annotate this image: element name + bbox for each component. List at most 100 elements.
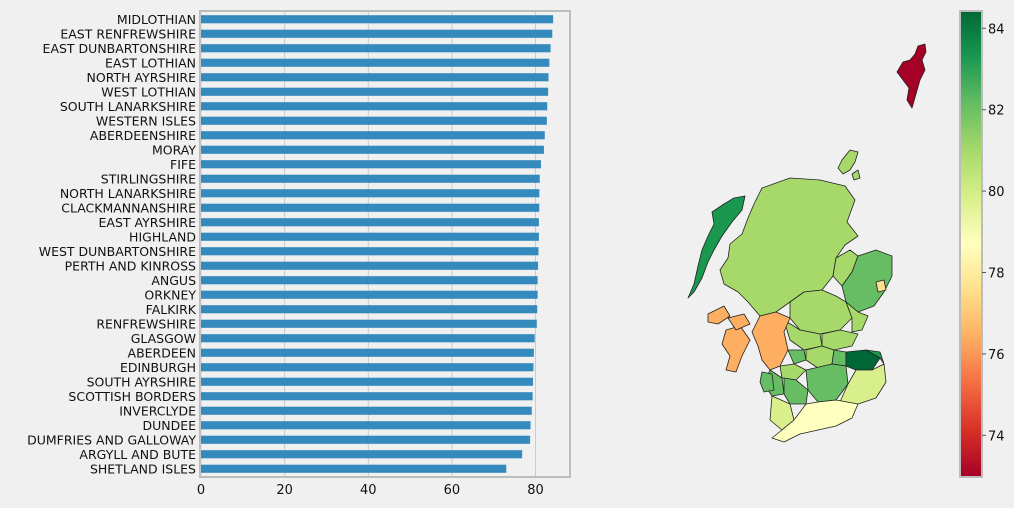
bar-category-label: SOUTH AYRSHIRE — [87, 374, 197, 389]
map-region-angus — [845, 301, 869, 333]
map-region-dumfries-and-galloway — [771, 399, 859, 443]
bar — [201, 421, 531, 430]
bar — [201, 131, 545, 140]
bar — [201, 15, 554, 24]
bar-category-label: ARGYLL AND BUTE — [79, 447, 196, 462]
bar-category-label: SHETLAND ISLES — [90, 461, 196, 476]
colorbar-gradient — [959, 10, 983, 478]
bar-x-tick-label: 20 — [276, 483, 293, 498]
map-region-fife — [821, 329, 859, 351]
bar-category-label: NORTH LANARKSHIRE — [60, 186, 196, 201]
bar-category-label: HIGHLAND — [129, 229, 196, 244]
map-region-orkney-isle — [851, 169, 861, 181]
bar-category-label: RENFREWSHIRE — [96, 316, 196, 331]
colorbar-tick-label: 74 — [988, 429, 1005, 444]
bar — [201, 319, 537, 328]
bar — [201, 232, 539, 241]
bar — [201, 58, 550, 67]
bar-category-label: WEST LOTHIAN — [101, 84, 196, 99]
scotland-choropleth-map — [687, 43, 927, 443]
bar-category-label: EDINBURGH — [120, 360, 196, 375]
bar-category-label: DUNDEE — [142, 418, 196, 433]
bar-category-label: ABERDEEN — [128, 345, 196, 360]
bar — [201, 406, 532, 415]
bar — [201, 145, 544, 154]
map-region-perth-and-kinross — [789, 289, 853, 335]
bar — [201, 334, 535, 343]
map-region-orkney — [837, 149, 859, 175]
colorbar-tick-label: 82 — [988, 104, 1005, 119]
bar-category-label: WEST DUNBARTONSHIRE — [39, 244, 196, 259]
map-region-renfrewshire — [779, 363, 807, 381]
map-region-arran — [759, 371, 775, 393]
colorbar-tick-labels: 74 76 78 80 82 84 — [982, 22, 1005, 444]
map-region-east-ayrshire — [783, 377, 809, 405]
bar — [201, 450, 523, 459]
map-region-argyll-islands — [721, 325, 751, 373]
bar-category-label: MIDLOTHIAN — [117, 12, 196, 27]
map-region-aberdeenshire — [841, 249, 893, 313]
map-region-argyll-and-bute — [751, 311, 791, 371]
colorbar-tick-label: 76 — [988, 348, 1005, 363]
map-region-aberdeen — [875, 279, 887, 293]
bar-x-tick-label: 0 — [197, 483, 205, 498]
bar-category-label: EAST RENFREWSHIRE — [60, 26, 196, 41]
bar-category-label: WESTERN ISLES — [96, 113, 196, 128]
map-region-skye — [707, 305, 731, 325]
bar — [201, 189, 540, 198]
bar-category-label: DUMFRIES AND GALLOWAY — [27, 432, 196, 447]
bar — [201, 261, 539, 270]
bar-series — [201, 15, 554, 473]
bar — [201, 464, 507, 473]
bar-category-label: INVERCLYDE — [119, 403, 196, 418]
map-region-south-lanarkshire — [805, 363, 849, 403]
bar — [201, 348, 534, 357]
bar — [201, 203, 540, 212]
bar — [201, 276, 538, 285]
bar-category-label: EAST DUNBARTONSHIRE — [43, 41, 197, 56]
map-region-mull — [727, 313, 751, 331]
bar-category-label: CLACKMANNANSHIRE — [61, 200, 196, 215]
bar-x-tick-labels: 0 20 40 60 80 — [197, 483, 544, 498]
map-region-west-lothian — [831, 349, 847, 367]
colorbar: 74 76 78 80 82 84 — [959, 10, 1005, 478]
bar-category-label: SCOTTISH BORDERS — [68, 389, 196, 404]
bar-category-label: GLASGOW — [131, 331, 196, 346]
bar-category-label: ANGUS — [151, 273, 196, 288]
bar — [201, 29, 553, 38]
bar — [201, 290, 538, 299]
bar-category-label: FIFE — [170, 157, 196, 172]
bar-category-label: SOUTH LANARKSHIRE — [60, 99, 196, 114]
colorbar-tick-label: 84 — [988, 22, 1005, 37]
bar — [201, 174, 540, 183]
map-region-west-dunbartonshire — [787, 349, 807, 365]
bar-x-tick-label: 40 — [360, 483, 377, 498]
bar-category-label: NORTH AYRSHIRE — [87, 70, 197, 85]
colorbar-tick-label: 78 — [988, 266, 1005, 281]
map-region-shetland — [896, 43, 927, 109]
bar — [201, 363, 534, 372]
bar — [201, 102, 548, 111]
bar — [201, 435, 531, 444]
bar — [201, 377, 534, 386]
bar-category-label: MORAY — [152, 142, 196, 157]
bar-category-label: PERTH AND KINROSS — [65, 258, 196, 273]
bar — [201, 218, 539, 227]
map-region-western-isles — [687, 195, 746, 299]
bar — [201, 160, 541, 169]
bar — [201, 116, 547, 125]
bar-category-label: ABERDEENSHIRE — [90, 128, 196, 143]
bar-category-label: ORKNEY — [144, 287, 196, 302]
bar — [201, 44, 551, 53]
bar-x-tick-label: 80 — [527, 483, 544, 498]
bar-category-label: STIRLINGSHIRE — [101, 171, 196, 186]
bar-category-label: EAST AYRSHIRE — [99, 215, 197, 230]
bar — [201, 247, 539, 256]
bar-x-tick-label: 60 — [444, 483, 461, 498]
bar-category-label: EAST LOTHIAN — [105, 55, 196, 70]
colorbar-tick-label: 80 — [988, 185, 1005, 200]
bar — [201, 87, 549, 96]
